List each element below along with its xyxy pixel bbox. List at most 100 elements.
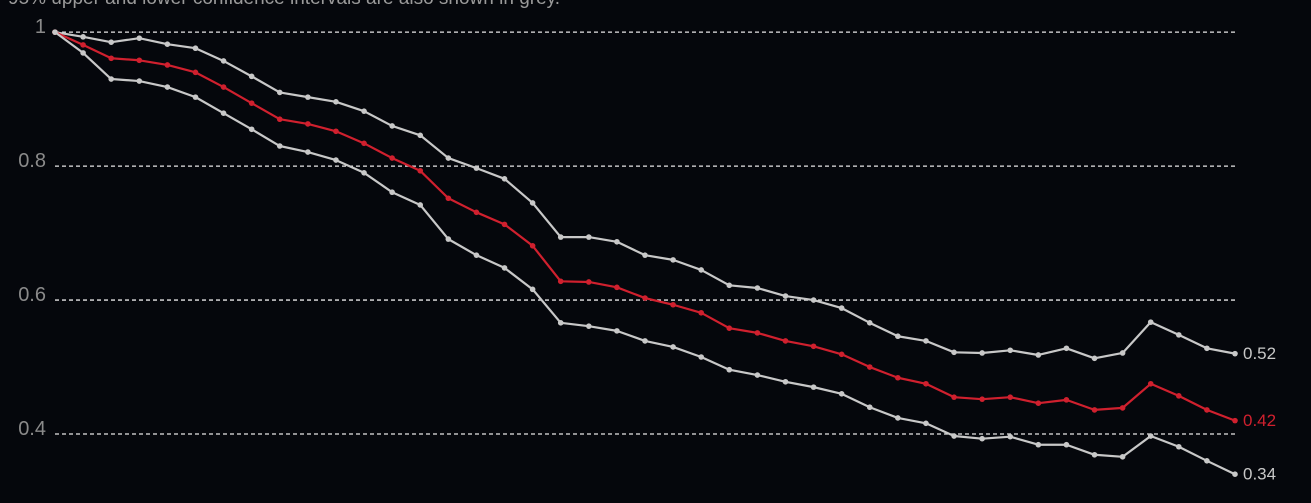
series-point <box>1091 407 1098 413</box>
series-point <box>1204 458 1210 464</box>
series-point <box>361 140 367 147</box>
series-point <box>1119 350 1126 356</box>
series-point <box>726 366 733 373</box>
series-point <box>698 309 704 316</box>
series-point <box>1119 453 1126 460</box>
series-point <box>642 338 648 344</box>
series-point <box>642 295 648 301</box>
end-label: 0.52 <box>1243 344 1276 363</box>
series-point <box>305 149 311 155</box>
series-point <box>136 57 143 64</box>
series-point <box>1035 400 1042 407</box>
series-point <box>1063 441 1070 448</box>
series-point <box>670 344 676 350</box>
series-point <box>810 297 817 303</box>
series-point <box>1147 319 1154 325</box>
series-point <box>1007 394 1014 400</box>
series-point <box>1091 355 1098 362</box>
series-point <box>614 238 620 245</box>
series-point <box>136 35 143 41</box>
series-point <box>501 265 508 271</box>
series-point <box>164 41 171 48</box>
series-point <box>866 364 873 370</box>
series-point <box>108 55 114 62</box>
series-point <box>333 99 339 105</box>
series-point <box>951 349 957 356</box>
series-point <box>80 42 86 48</box>
series-point <box>557 320 564 326</box>
series-point <box>1007 433 1014 440</box>
series-point <box>782 378 789 385</box>
series-point <box>586 234 592 240</box>
series-point <box>1147 380 1154 387</box>
series-point <box>1232 417 1238 424</box>
series-point <box>80 34 86 40</box>
series-point <box>782 293 789 299</box>
series-point <box>1176 332 1182 338</box>
series-point <box>1204 407 1210 413</box>
series-point <box>445 236 452 242</box>
series-point <box>164 62 171 68</box>
series-point <box>276 116 283 123</box>
series-point <box>838 351 845 358</box>
series-point <box>1176 393 1182 399</box>
series-point <box>1091 451 1098 458</box>
series-point <box>614 328 620 334</box>
series-point <box>529 200 536 206</box>
series-point <box>866 404 873 411</box>
series-point <box>220 84 227 90</box>
series-point <box>979 396 985 402</box>
y-tick-label: 0.4 <box>18 418 46 440</box>
series-point <box>1176 443 1182 450</box>
series-point <box>389 123 395 129</box>
y-tick-label: 0.6 <box>18 284 46 306</box>
series-point <box>220 110 227 116</box>
series-point <box>108 76 114 82</box>
series-point <box>333 128 339 135</box>
series-point <box>164 84 171 90</box>
series-point <box>557 234 564 240</box>
series-point <box>248 100 255 106</box>
series-point <box>473 252 480 258</box>
series-point <box>361 108 367 114</box>
series-point <box>529 243 536 249</box>
series-point <box>754 330 761 336</box>
series-point <box>417 132 424 139</box>
series-point <box>895 333 901 340</box>
series-point <box>698 354 704 360</box>
series-point <box>698 267 704 273</box>
series-point <box>108 39 114 45</box>
series-point <box>1232 350 1238 357</box>
series-point <box>923 380 929 387</box>
end-label: 0.34 <box>1243 465 1276 484</box>
series-point <box>389 189 395 196</box>
series-point <box>80 50 86 56</box>
series-point <box>417 167 424 174</box>
end-label: 0.42 <box>1243 411 1276 430</box>
series-point <box>473 165 480 171</box>
series-point <box>586 323 592 329</box>
series-point <box>923 338 929 344</box>
series-point <box>248 126 255 133</box>
series-point <box>529 286 536 293</box>
series-point <box>810 343 817 350</box>
series-point <box>361 170 367 176</box>
series-point <box>951 394 957 400</box>
series-point <box>557 278 564 285</box>
series-point <box>136 78 143 84</box>
series-point <box>248 73 255 80</box>
series-point <box>1147 433 1154 439</box>
series-point <box>333 157 339 163</box>
series-point <box>1204 345 1210 352</box>
series-point <box>810 384 817 390</box>
series-point <box>1063 345 1070 352</box>
series-point <box>501 221 508 228</box>
series-point <box>445 155 452 161</box>
series-point <box>923 420 929 427</box>
series-point <box>1007 347 1014 354</box>
series-point <box>220 58 227 64</box>
series-point <box>586 279 592 285</box>
series-point <box>838 391 845 397</box>
series-point <box>979 350 985 356</box>
